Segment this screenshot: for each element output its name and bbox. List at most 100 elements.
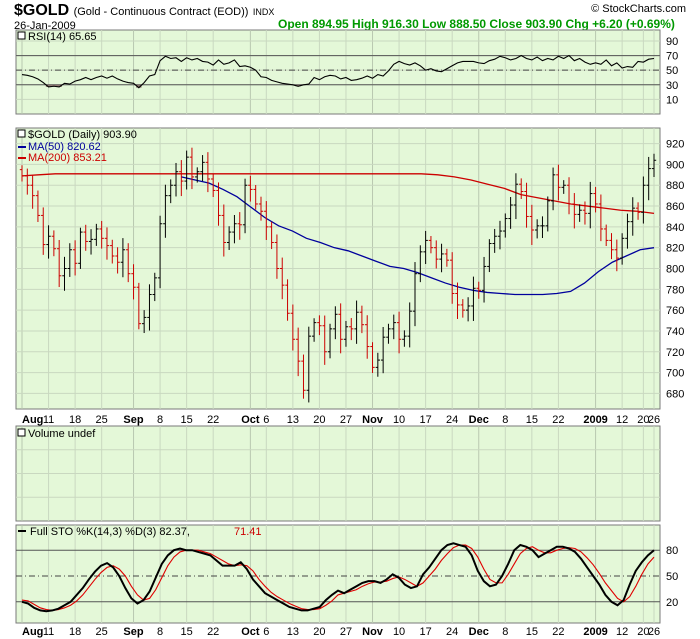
price-bar [365,315,370,359]
x-tick-label: 12 [616,414,628,426]
x-tick-label: Oct [241,414,260,426]
price-bar [418,245,423,283]
price-bar [497,220,503,250]
price-bar [476,281,481,299]
price-bar [67,243,72,277]
ma-line-0 [181,176,655,296]
price-bar [216,182,221,226]
x-tick-label: 20 [637,414,649,426]
price-bar [465,297,471,322]
ma-line-1 [21,173,655,214]
price-bar [301,354,306,399]
price-bar [205,152,211,193]
x-tick-label: 24 [446,626,458,638]
price-bar [30,175,35,209]
x-tick-label: 18 [69,414,81,426]
price-bar [126,243,131,283]
price-bar [189,147,195,190]
rsi-oversold-fill [45,84,52,87]
price-y-tick: 820 [666,243,684,255]
price-bar [184,150,189,190]
volume-legend-swatch [17,428,26,437]
ma-legend-0: MA(50) 820.62 [28,141,101,153]
price-bar [78,227,83,269]
volume-legend: Volume undef [28,428,96,440]
price-bar [609,233,614,260]
rsi-y-tick: 90 [666,36,678,48]
x-tick-label: 26 [648,626,660,638]
labels: Aug 11 18 25 Sep 8 15 22 Oct 6 13 20 27 Nov 10 17 24 Dec 8… [17,31,684,638]
x-tick-label: 22 [552,626,564,638]
x-tick-label: 8 [502,414,508,426]
price-bar [200,155,205,182]
x-tick-label: 15 [181,414,193,426]
x-tick-label: Nov [362,626,384,638]
price-bar [147,284,152,331]
price-bar [402,330,407,347]
x-tick-label: Aug [22,414,43,426]
price-bar [46,225,51,259]
rsi-oversold-fill [51,84,57,87]
price-bar [253,185,258,210]
x-tick-label: 18 [69,626,81,638]
price-bar [131,264,136,300]
price-bar [359,305,365,334]
price-bar [242,178,248,234]
price-bar [550,167,556,211]
x-tick-label: 8 [502,626,508,638]
price-y-tick: 760 [666,305,684,317]
price-bar [386,323,391,344]
x-tick-label: 20 [313,414,325,426]
symbol: $GOLD [14,2,70,19]
price-y-tick: 800 [666,264,684,276]
price-bar [333,306,338,340]
x-tick-label: Oct [241,626,260,638]
x-tick-label: 10 [393,626,405,638]
price-bar [428,236,434,254]
price-bar [94,223,99,246]
price-bar [173,162,179,197]
price-bar [380,326,386,374]
sto-legend: Full STO %K(14,3) %D(3) 82.37, [30,526,190,538]
price-bar [25,168,30,195]
x-tick-label: 25 [96,626,108,638]
sto-y-tick: 20 [666,597,678,609]
rsi-oversold-fill [56,84,62,87]
price-bar [625,213,630,249]
price-bar [572,193,577,229]
price-bar [258,196,264,221]
price-bar [163,184,168,238]
symbol-name: (Gold - Continuous Contract (EOD)) [73,6,249,18]
x-tick-label: 17 [420,626,432,638]
price-bar [237,212,242,240]
sto-d-line [21,544,655,611]
price-bar [604,224,609,247]
price-bar [35,190,41,222]
x-tick-label: 10 [393,414,405,426]
price-bar [157,215,163,289]
price-bar [593,187,598,213]
price-bar [545,196,550,232]
price-bar [503,213,508,238]
price-bar [19,165,25,182]
sto-y-tick: 80 [666,545,678,557]
x-tick-label: Aug [22,626,43,638]
price-y-tick: 720 [666,347,684,359]
price-bar [317,315,322,336]
x-tick-label: 6 [263,414,269,426]
x-tick-label: 26 [648,414,660,426]
exchange: INDX [252,7,275,17]
price-bar [635,202,641,220]
price-bar [72,240,78,276]
x-tick-label: 13 [287,414,299,426]
price-bar [641,176,646,224]
price-bar [487,239,492,273]
price-bar [274,234,280,279]
price-bar [232,215,237,244]
price-bar [322,315,327,365]
price-bar [99,220,104,249]
price-bar [619,233,625,265]
price-bar [646,156,651,201]
x-tick-label: 12 [616,626,628,638]
